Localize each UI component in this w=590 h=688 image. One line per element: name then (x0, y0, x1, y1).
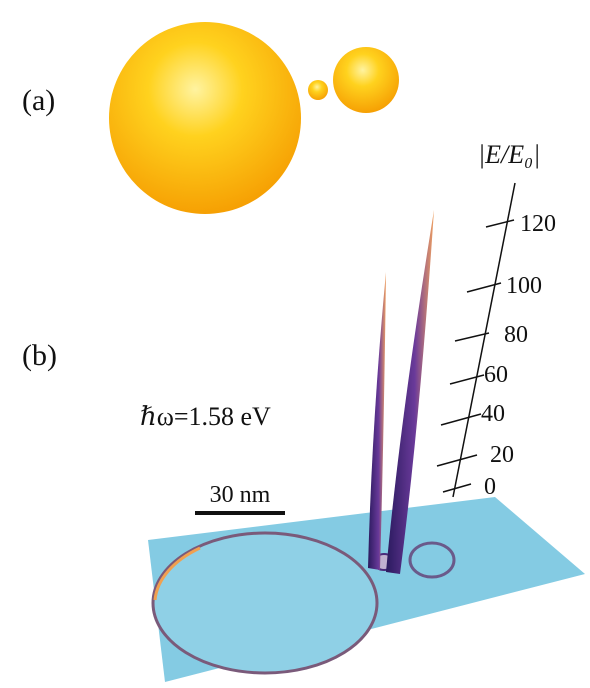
figure: (a) (b) ℏω=1.58 eV 30 nm |E/E₀| 0 20 40 … (0, 0, 590, 688)
axis-label: |E/E₀| (478, 140, 540, 169)
scale-bar-label: 30 nm (210, 482, 271, 508)
tick-label: 80 (504, 322, 528, 348)
sphere-medium (333, 47, 399, 113)
panel-label: (a) (22, 84, 55, 117)
tick-label: 60 (484, 362, 508, 388)
sphere-small (308, 80, 328, 100)
tick-label: 40 (481, 401, 505, 427)
tick-label: 0 (484, 474, 496, 500)
tick-label: 120 (520, 211, 556, 237)
annotation: ℏω=1.58 eV (140, 402, 271, 431)
panel-label: (b) (22, 339, 57, 372)
tick-label: 100 (506, 273, 542, 299)
sphere-large (109, 22, 301, 214)
tick-label: 20 (490, 442, 514, 468)
